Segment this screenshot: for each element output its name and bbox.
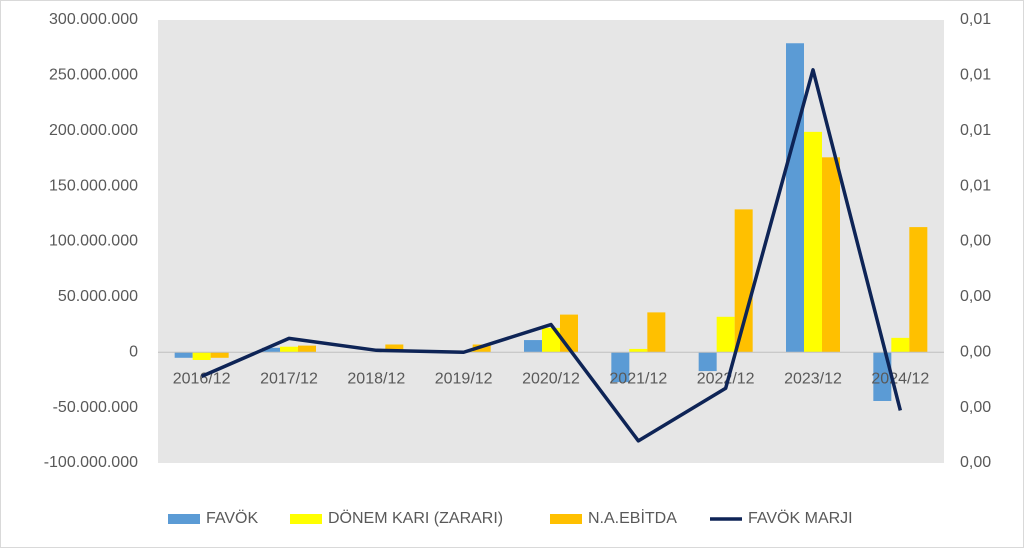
- legend-swatch: [290, 514, 322, 524]
- y-tick-label: 300.000.000: [49, 11, 138, 28]
- y-tick-label: 200.000.000: [49, 122, 138, 139]
- y-tick-label: 50.000.000: [58, 288, 138, 305]
- bar: [542, 327, 560, 353]
- bar: [716, 316, 735, 353]
- y-tick-label: 0: [129, 343, 138, 360]
- y-tick-label: -50.000.000: [53, 399, 139, 416]
- bar: [192, 352, 211, 361]
- bar: [734, 209, 753, 353]
- line: [200, 68, 903, 443]
- y2-tick-label: 0,00: [960, 288, 991, 305]
- bar: [909, 227, 928, 353]
- y2-tick-label: 0,00: [960, 233, 991, 250]
- y2-tick-label: 0,01: [960, 11, 991, 28]
- legend-label: DÖNEM KARI (ZARARI): [328, 509, 503, 527]
- y2-tick-label: 0,00: [960, 454, 991, 471]
- bar: [262, 347, 280, 353]
- x-tick-label: 2016/12: [173, 370, 231, 387]
- legend-swatch: [168, 514, 200, 524]
- bar: [698, 352, 717, 372]
- bar: [210, 352, 229, 358]
- y-tick-label: 250.000.000: [49, 67, 138, 84]
- x-tick-label: 2024/12: [871, 370, 929, 387]
- x-tick-label: 2023/12: [784, 370, 842, 387]
- bar: [891, 337, 910, 353]
- bar: [280, 346, 298, 353]
- x-tick-label: 2017/12: [260, 370, 318, 387]
- legend-label: FAVÖK MARJI: [748, 509, 853, 527]
- bar: [786, 43, 804, 353]
- x-tick-label: 2019/12: [435, 370, 493, 387]
- legend-swatch: [550, 514, 582, 524]
- bar: [385, 344, 404, 353]
- bar: [804, 131, 822, 353]
- y2-tick-label: 0,01: [960, 122, 991, 139]
- x-tick-label: 2020/12: [522, 370, 580, 387]
- legend-label: FAVÖK: [206, 509, 258, 527]
- y2-tick-label: 0,01: [960, 67, 991, 84]
- y2-tick-label: 0,00: [960, 399, 991, 416]
- bar: [174, 352, 193, 358]
- y2-tick-label: 0,00: [960, 343, 991, 360]
- bar: [647, 312, 666, 353]
- y-tick-label: -100.000.000: [44, 454, 138, 471]
- x-tick-label: 2022/12: [697, 370, 755, 387]
- bar: [629, 348, 648, 353]
- bar: [524, 340, 542, 353]
- y-tick-label: 150.000.000: [49, 177, 138, 194]
- bar: [611, 352, 630, 383]
- legend-label: N.A.EBİTDA: [588, 508, 677, 527]
- y2-tick-label: 0,01: [960, 177, 991, 194]
- bar: [822, 157, 840, 353]
- x-tick-label: 2018/12: [347, 370, 405, 387]
- bar: [298, 345, 316, 353]
- x-tick-label: 2021/12: [609, 370, 667, 387]
- y-tick-label: 100.000.000: [49, 233, 138, 250]
